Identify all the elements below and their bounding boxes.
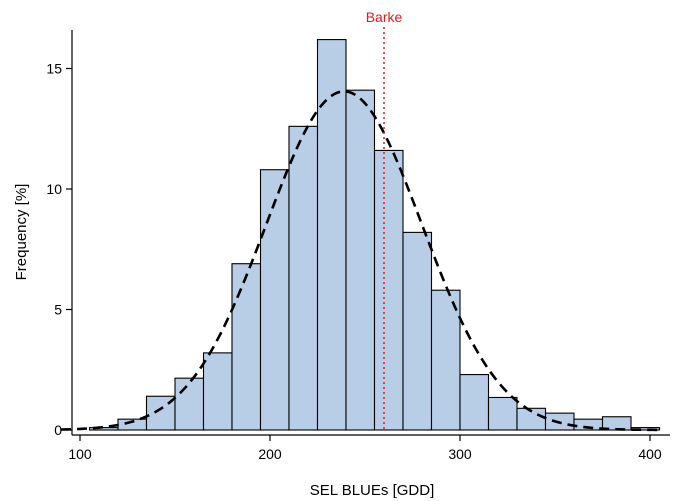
histogram-bar [174,377,205,431]
histogram-bar [402,231,433,431]
x-tick-label: 200 [258,446,282,462]
histogram-bar [259,169,290,431]
reference-line-label: Barke [366,9,403,25]
histogram-bar [459,374,490,431]
histogram-bar [231,263,262,431]
histogram-bar [345,89,376,431]
histogram-bar [373,149,404,431]
y-tick-label: 10 [46,181,62,197]
histogram-bars [88,39,661,431]
x-tick-label: 400 [638,446,662,462]
x-tick-label: 300 [448,446,472,462]
x-axis-ticks: 100 200 300 400 [68,435,662,462]
histogram-bar [316,39,347,431]
x-tick-label: 100 [68,446,92,462]
histogram-bar [630,427,661,431]
y-axis-label: Frequency [%] [13,184,30,281]
y-tick-label: 5 [54,302,62,318]
histogram-bar [202,352,233,431]
y-tick-label: 15 [46,61,62,77]
histogram-bar [487,396,518,431]
histogram-bar [288,125,319,431]
histogram-bar [430,289,461,431]
y-tick-label: 0 [54,422,62,438]
x-axis-label: SEL BLUEs [GDD] [310,482,434,499]
density-curve [60,90,662,432]
y-axis-ticks: 0 5 10 15 [46,61,72,438]
